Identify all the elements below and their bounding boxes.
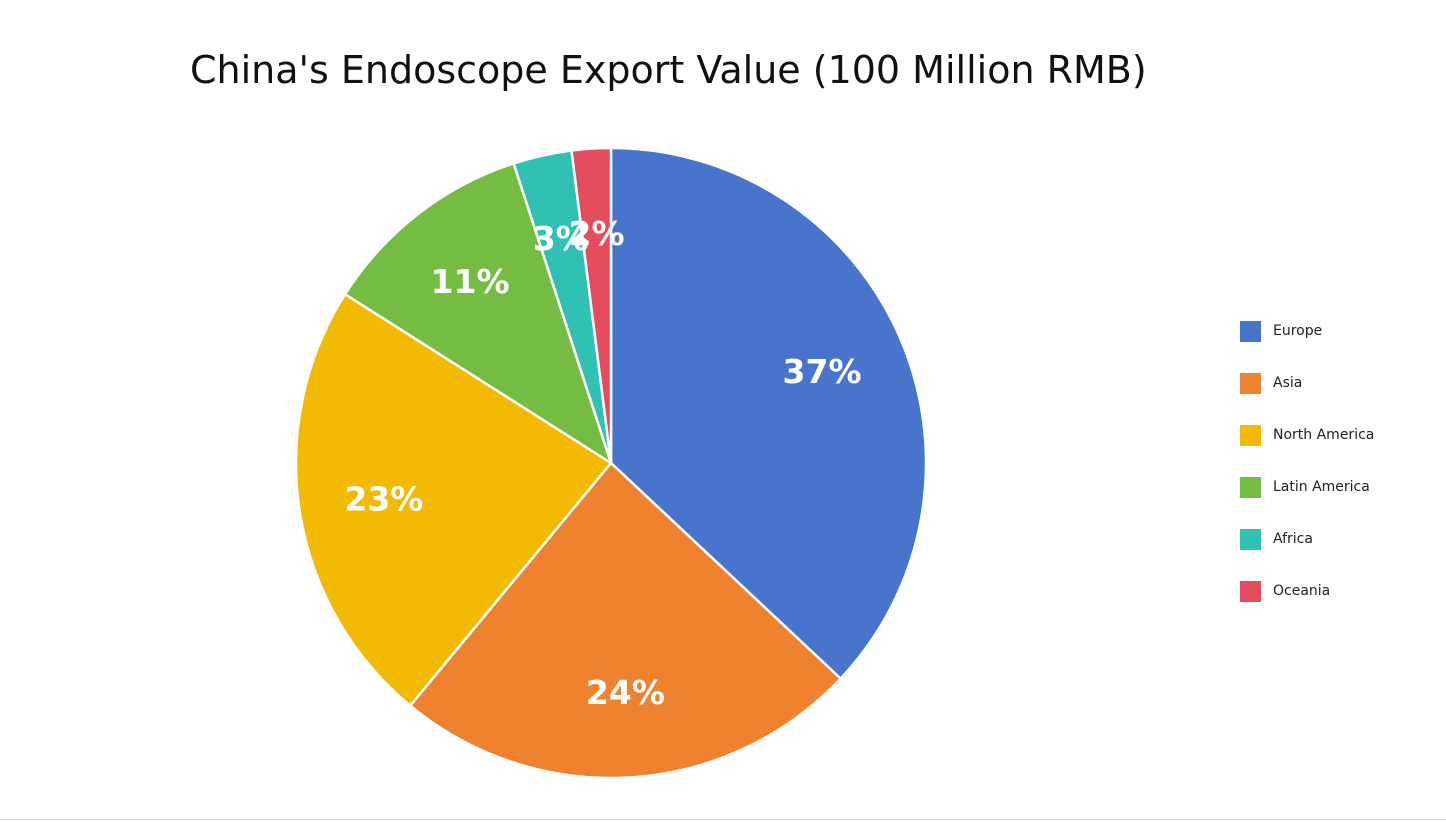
legend-item-oceania: Oceania [1240, 565, 1430, 617]
legend-label-europe: Europe [1273, 323, 1323, 339]
legend-label-asia: Asia [1273, 375, 1303, 391]
pie-slice-oceania [570, 146, 613, 465]
legend-label-latin-america: Latin America [1273, 479, 1370, 495]
bottom-divider [0, 819, 1446, 820]
legend-swatch-latin-america [1240, 476, 1261, 498]
pie-slice-asia [408, 461, 842, 780]
legend-swatch-north-america [1240, 424, 1261, 446]
pie-slice-north-america [294, 292, 613, 707]
data-label-asia: 24% [586, 673, 665, 712]
data-label-africa: 3% [533, 219, 589, 258]
legend-label-north-america: North America [1273, 427, 1375, 443]
legend-item-latin-america: Latin America [1240, 461, 1430, 513]
chart-title: China's Endoscope Export Value (100 Mill… [190, 48, 1147, 92]
pie-slice-europe [609, 146, 928, 680]
legend-swatch-europe [1240, 320, 1261, 342]
data-label-oceania: 2% [569, 214, 625, 253]
legend-item-europe: Europe [1240, 305, 1430, 357]
data-label-europe: 37% [783, 352, 862, 391]
legend-swatch-oceania [1240, 580, 1261, 602]
legend-item-asia: Asia [1240, 357, 1430, 409]
data-label-north-america: 23% [344, 479, 423, 518]
legend-label-africa: Africa [1273, 531, 1313, 547]
pie-slices [294, 146, 928, 780]
legend-swatch-asia [1240, 372, 1261, 394]
legend-item-north-america: North America [1240, 409, 1430, 461]
chart-legend: Europe Asia North America Latin America Afri… [1240, 305, 1430, 617]
legend-label-oceania: Oceania [1273, 583, 1331, 599]
data-label-latin-america: 11% [431, 262, 510, 301]
legend-swatch-africa [1240, 528, 1261, 550]
legend-item-africa: Africa [1240, 513, 1430, 565]
pie-slice-latin-america [343, 162, 613, 465]
pie-data-labels: 37% 24% 23% 11% 3%2% [344, 214, 861, 712]
